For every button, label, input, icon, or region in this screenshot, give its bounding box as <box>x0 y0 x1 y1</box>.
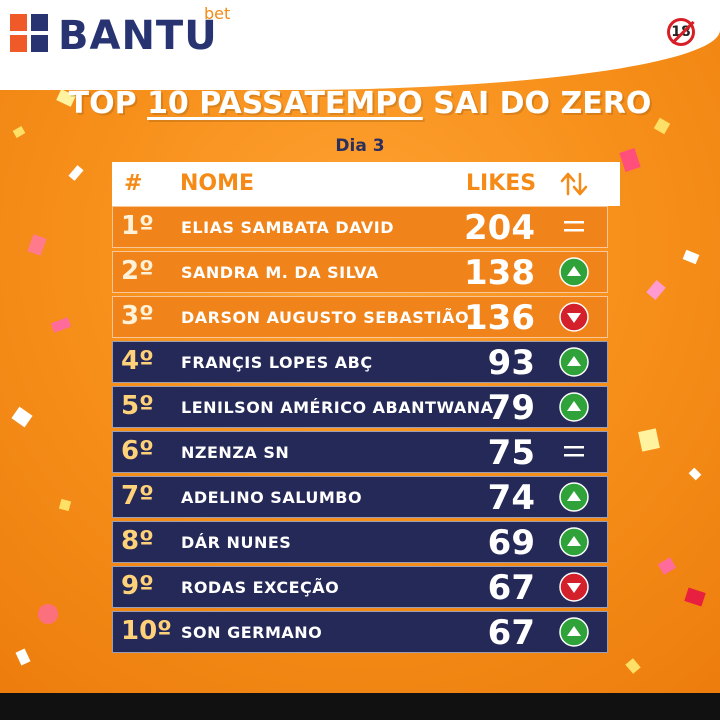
row-likes: 93 <box>487 343 535 383</box>
confetti <box>657 557 677 575</box>
confetti <box>27 234 47 256</box>
age-restriction-badge: 18 <box>667 18 695 46</box>
row-likes: 204 <box>464 208 535 248</box>
row-likes: 79 <box>487 388 535 428</box>
confetti <box>638 428 660 452</box>
confetti <box>688 467 702 481</box>
row-likes: 138 <box>464 253 535 293</box>
row-name: DÁR NUNES <box>181 533 292 552</box>
trend-down-icon <box>559 572 589 602</box>
trend-down-icon <box>559 302 589 332</box>
bantu-logo-icon <box>10 14 48 52</box>
poster-title: TOP 10 PASSATEMPO SAI DO ZERO <box>0 86 720 121</box>
age-badge-label: 18 <box>671 24 691 40</box>
row-rank: 8º <box>121 526 154 556</box>
row-name: LENILSON AMÉRICO ABANTWANA <box>181 398 494 417</box>
row-likes: 67 <box>487 568 535 608</box>
table-row: 2º SANDRA M. DA SILVA 138 <box>112 251 608 293</box>
trend-up-icon <box>559 347 589 377</box>
table-row: 3º DARSON AUGUSTO SEBASTIÃO 136 <box>112 296 608 338</box>
row-name: ADELINO SALUMBO <box>181 488 363 507</box>
brand-suffix: bet <box>204 4 231 23</box>
trend-up-icon <box>559 392 589 422</box>
confetti <box>684 587 706 607</box>
row-likes: 75 <box>487 433 535 473</box>
trend-up-icon <box>559 527 589 557</box>
row-name: NZENZA SN <box>181 443 290 462</box>
poster-subtitle: Dia 3 <box>335 136 385 156</box>
table-row: 7º ADELINO SALUMBO 74 <box>112 476 608 518</box>
confetti <box>68 165 84 181</box>
trend-same-icon <box>564 446 584 457</box>
confetti <box>58 498 72 512</box>
title-suffix: SAI DO ZERO <box>422 86 652 121</box>
trend-up-icon <box>559 257 589 287</box>
table-row: 6º NZENZA SN 75 <box>112 431 608 473</box>
confetti <box>646 280 666 300</box>
confetti <box>682 249 700 265</box>
row-name: RODAS EXCEÇÃO <box>181 578 340 597</box>
brand-name: BANTU <box>58 13 218 59</box>
row-name: DARSON AUGUSTO SEBASTIÃO <box>181 308 470 327</box>
row-name: ELIAS SAMBATA DAVID <box>181 218 395 237</box>
row-name: SANDRA M. DA SILVA <box>181 263 379 282</box>
row-name: SON GERMANO <box>181 623 323 642</box>
table-row: 1º ELIAS SAMBATA DAVID 204 <box>112 206 608 248</box>
title-prefix: TOP <box>68 86 148 121</box>
table-row: 10º SON GERMANO 67 <box>112 611 608 653</box>
row-rank: 3º <box>121 301 154 331</box>
row-likes: 69 <box>487 523 535 563</box>
sort-arrows-icon <box>560 172 588 196</box>
confetti <box>50 317 72 333</box>
trend-up-icon <box>559 617 589 647</box>
row-rank: 2º <box>121 256 154 286</box>
row-rank: 10º <box>121 616 172 646</box>
trend-same-icon <box>564 221 584 232</box>
column-likes: LIKES <box>466 171 537 196</box>
row-rank: 6º <box>121 436 154 466</box>
column-rank: # <box>124 171 143 196</box>
confetti <box>38 604 58 624</box>
row-rank: 4º <box>121 346 154 376</box>
bottom-bar <box>0 693 720 720</box>
title-underlined: 10 PASSATEMPO <box>147 86 423 121</box>
row-rank: 7º <box>121 481 154 511</box>
table-row: 8º DÁR NUNES 69 <box>112 521 608 563</box>
row-rank: 5º <box>121 391 154 421</box>
row-likes: 136 <box>464 298 535 338</box>
row-rank: 9º <box>121 571 154 601</box>
trend-up-icon <box>559 482 589 512</box>
row-name: FRANÇIS LOPES ABÇ <box>181 353 373 372</box>
confetti <box>625 658 641 674</box>
row-likes: 74 <box>487 478 535 518</box>
row-likes: 67 <box>487 613 535 653</box>
confetti <box>15 648 31 666</box>
row-rank: 1º <box>121 211 154 241</box>
table-row: 9º RODAS EXCEÇÃO 67 <box>112 566 608 608</box>
confetti <box>11 406 33 428</box>
table-row: 5º LENILSON AMÉRICO ABANTWANA 79 <box>112 386 608 428</box>
table-row: 4º FRANÇIS LOPES ABÇ 93 <box>112 341 608 383</box>
column-name: NOME <box>180 171 255 196</box>
table-header: # NOME LIKES <box>112 162 620 206</box>
